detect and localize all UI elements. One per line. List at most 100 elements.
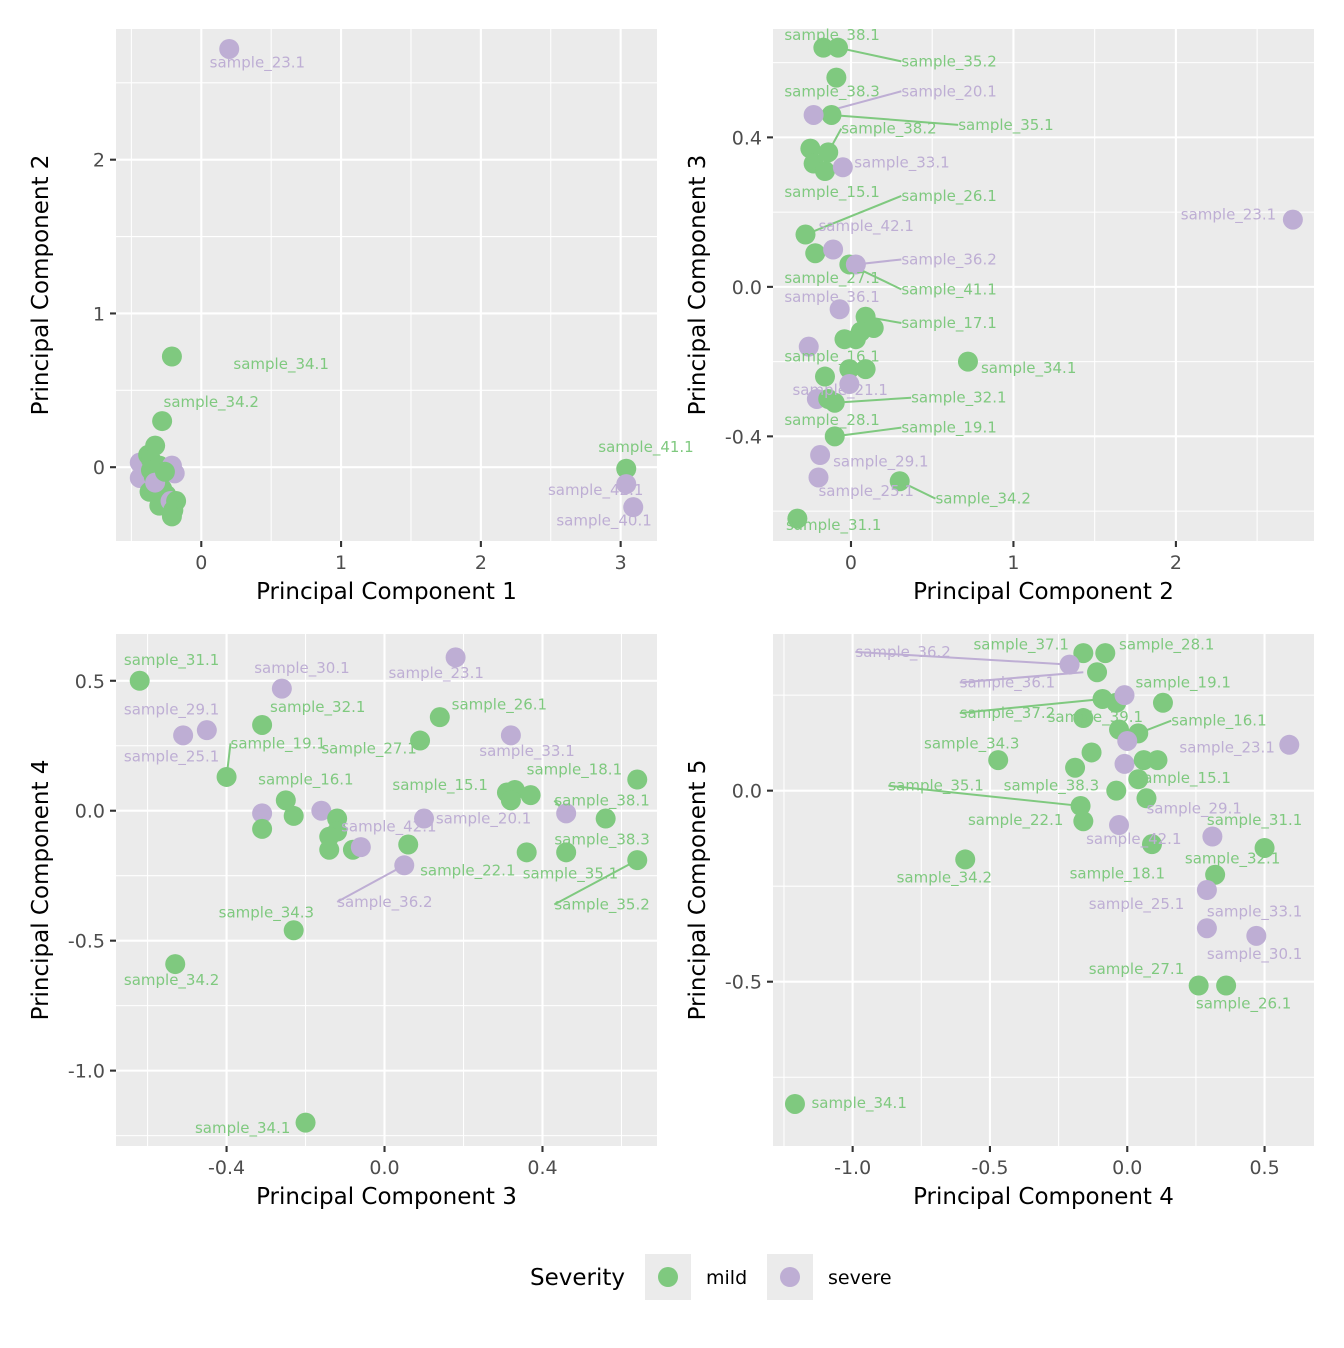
point-label: sample_28.1 (784, 411, 879, 430)
data-point-mild (295, 1112, 316, 1133)
data-point-severe (1282, 209, 1303, 230)
data-point-mild (821, 104, 842, 125)
point-label: sample_20.1 (901, 82, 996, 101)
y-tick-label: 0.0 (75, 801, 105, 823)
data-point-mild (1073, 643, 1094, 664)
point-label: sample_38.3 (1004, 777, 1099, 796)
label-leader-line (831, 113, 959, 126)
data-point-mild (161, 346, 182, 367)
data-point-mild (813, 37, 834, 58)
data-point-severe (832, 157, 853, 178)
data-point-mild (500, 790, 521, 811)
point-label: sample_34.1 (195, 1119, 290, 1138)
y-axis-title: Principal Component 2 (28, 155, 54, 416)
point-label: sample_23.1 (210, 53, 305, 72)
legend: Severity mild severe (530, 1254, 892, 1300)
data-point-mild (595, 808, 616, 829)
data-point-mild (863, 317, 884, 338)
point-label: sample_42.1 (548, 481, 643, 500)
point-label: sample_37.1 (973, 635, 1068, 654)
point-label: sample_26.1 (452, 695, 547, 714)
data-point-mild (1081, 742, 1102, 763)
point-label: sample_21.1 (792, 381, 887, 400)
data-point-mild (252, 714, 273, 735)
data-point-mild (800, 138, 821, 159)
data-point-severe (196, 720, 217, 741)
x-axis-title: Principal Component 4 (913, 1184, 1174, 1210)
data-point-mild (283, 805, 304, 826)
point-label: sample_28.1 (1119, 635, 1214, 654)
x-tick-label: 3 (615, 552, 627, 574)
data-point-mild (275, 790, 296, 811)
point-label: sample_26.1 (1196, 994, 1291, 1013)
label-leader-line (805, 194, 902, 236)
point-label: sample_19.1 (231, 734, 326, 753)
data-point-severe (414, 808, 435, 829)
y-tick-label: 0 (93, 457, 105, 479)
data-point-mild (795, 224, 816, 245)
point-label: sample_42.1 (1086, 830, 1181, 849)
point-label: sample_33.1 (854, 153, 949, 172)
x-tick-label: 1 (1007, 552, 1019, 574)
data-point-mild (845, 329, 866, 350)
point-label: sample_38.1 (554, 792, 649, 811)
point-label: sample_16.1 (258, 771, 353, 790)
x-tick-label: 1 (335, 552, 347, 574)
y-tick-label: -0.5 (725, 972, 762, 994)
x-tick-label: 0.4 (527, 1157, 557, 1179)
panel-4: -1.0 -0.5 0.0 0.5 -0.5 0.0 Principal Component… (685, 634, 1314, 1210)
data-point-mild (520, 785, 541, 806)
data-point-mild (1216, 975, 1237, 996)
data-point-mild (1147, 750, 1168, 771)
data-point-mild (1136, 788, 1157, 809)
data-point-mild (398, 834, 419, 855)
point-label: sample_32.1 (1185, 849, 1280, 868)
data-point-mild (1205, 864, 1226, 885)
data-point-mild (784, 1093, 805, 1114)
data-point-mild (824, 392, 845, 413)
data-point-severe (823, 239, 844, 260)
x-tick-label: -0.5 (971, 1157, 1008, 1179)
point-label: sample_35.2 (901, 52, 996, 71)
legend-label-severe: severe (828, 1267, 892, 1289)
y-tick-label: -0.4 (725, 426, 762, 448)
chart-panels: 0 1 2 3 0 1 2 Principal Component 1 Principal Co… (28, 26, 1314, 1210)
point-label: sample_35.2 (554, 895, 649, 914)
panel-background (773, 29, 1314, 541)
data-point-mild (152, 411, 173, 432)
data-point-mild (814, 161, 835, 182)
point-label: sample_38.2 (841, 120, 936, 139)
point-label: sample_27.1 (321, 740, 416, 759)
point-label: sample_35.1 (523, 864, 618, 883)
legend-item-mild: mild (645, 1254, 747, 1300)
y-tick-label: 0.4 (732, 127, 762, 149)
point-label: sample_34.1 (811, 1094, 906, 1113)
point-label: sample_36.1 (960, 673, 1055, 692)
label-leader-line (834, 396, 912, 404)
data-point-mild (805, 243, 826, 264)
point-label: sample_36.2 (337, 893, 432, 912)
data-point-severe (1059, 654, 1080, 675)
data-point-severe (1202, 826, 1223, 847)
point-label: sample_34.2 (164, 393, 259, 412)
point-label: sample_31.1 (786, 516, 881, 535)
data-point-mild (129, 670, 150, 691)
y-axis-title: Principal Component 4 (28, 760, 54, 1021)
data-point-mild (429, 707, 450, 728)
data-point-mild (826, 67, 847, 88)
data-point-mild (957, 351, 978, 372)
point-label: sample_16.1 (784, 348, 879, 367)
data-point-severe (616, 474, 637, 495)
x-tick-label: 0.0 (369, 1157, 399, 1179)
point-label: sample_32.1 (911, 389, 1006, 408)
point-label: sample_19.1 (901, 419, 996, 438)
point-label: sample_15.1 (392, 776, 487, 795)
data-point-mild (165, 954, 186, 975)
data-point-mild (1065, 757, 1086, 778)
y-tick-label: 0.0 (732, 781, 762, 803)
point-label: sample_30.1 (254, 659, 349, 678)
point-label: sample_34.2 (124, 971, 219, 990)
point-label: sample_39.1 (1048, 708, 1143, 727)
data-point-mild (556, 842, 577, 863)
